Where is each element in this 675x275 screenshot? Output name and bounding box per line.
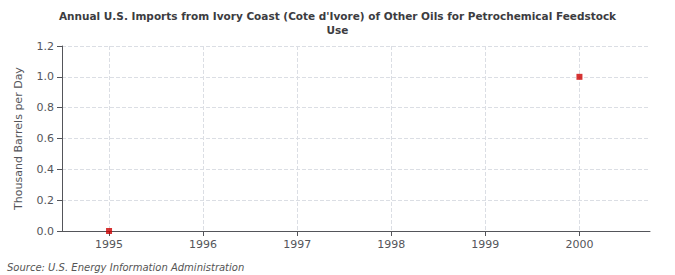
svg-text:0.6: 0.6	[37, 132, 55, 145]
svg-text:Thousand Barrels per Day: Thousand Barrels per Day	[12, 67, 25, 211]
svg-text:0.8: 0.8	[37, 101, 55, 114]
svg-text:0.4: 0.4	[37, 163, 55, 176]
svg-text:Use: Use	[327, 24, 349, 36]
svg-text:1997: 1997	[283, 238, 311, 251]
svg-text:2000: 2000	[565, 238, 593, 251]
svg-text:1998: 1998	[377, 238, 405, 251]
svg-text:Annual U.S. Imports from Ivory: Annual U.S. Imports from Ivory Coast (Co…	[59, 10, 617, 22]
svg-text:1.0: 1.0	[37, 70, 55, 83]
svg-text:Source: U.S. Energy Informatio: Source: U.S. Energy Information Administ…	[7, 262, 244, 273]
svg-text:0.0: 0.0	[37, 225, 55, 238]
svg-text:1999: 1999	[471, 238, 499, 251]
svg-text:1996: 1996	[189, 238, 217, 251]
svg-text:1.2: 1.2	[37, 40, 55, 53]
svg-text:1995: 1995	[95, 238, 123, 251]
svg-text:0.2: 0.2	[37, 194, 55, 207]
